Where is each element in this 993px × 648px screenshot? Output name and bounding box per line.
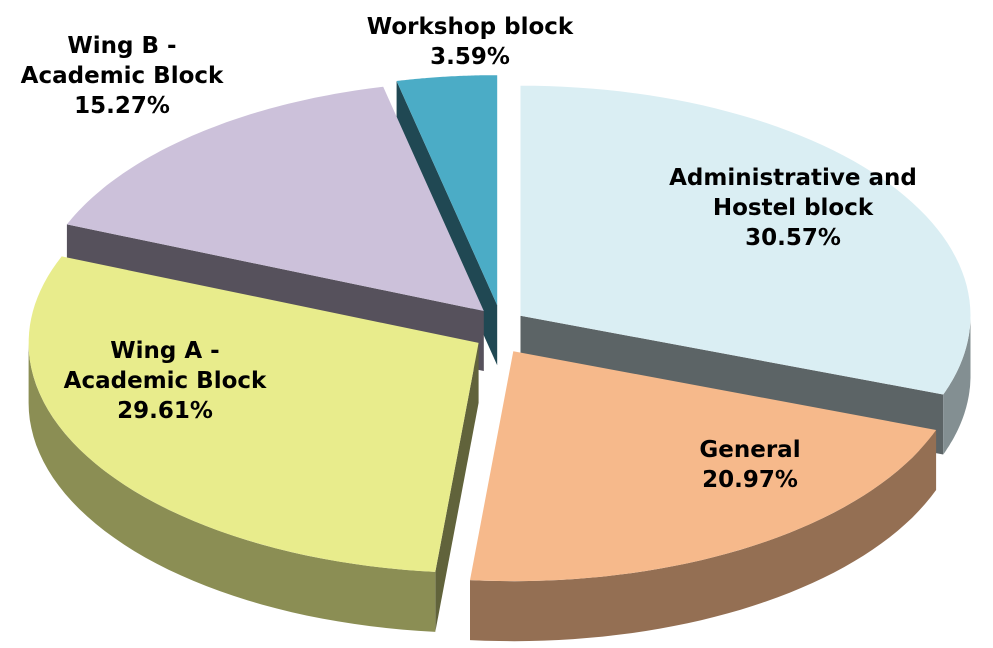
value-label: 3.59%	[430, 44, 510, 70]
category-label: Workshop block	[366, 14, 574, 40]
category-label: Administrative and Hostel block	[669, 165, 917, 221]
value-label: 20.97%	[702, 467, 798, 493]
slice-wall	[470, 430, 937, 642]
slice-top	[66, 86, 484, 311]
slice-wall	[943, 315, 971, 455]
category-label: Wing A - Academic Block	[63, 338, 267, 394]
slice-label: Wing B - Academic Block 15.27%	[7, 31, 237, 121]
slice-top	[28, 256, 479, 572]
slice-label: Wing A - Academic Block 29.61%	[50, 336, 280, 426]
value-label: 30.57%	[745, 225, 841, 251]
value-label: 15.27%	[74, 93, 170, 119]
slice-top	[470, 351, 937, 582]
slice-label: Administrative and Hostel block 30.57%	[668, 163, 918, 253]
slice-top	[396, 75, 498, 306]
pie-slice	[470, 351, 937, 642]
pie-slice	[28, 256, 479, 632]
value-label: 29.61%	[117, 398, 213, 424]
category-label: Wing B - Academic Block	[20, 33, 224, 89]
category-label: General	[699, 437, 801, 463]
slice-side	[435, 342, 479, 632]
slice-top	[520, 85, 971, 395]
slice-label: Workshop block 3.59%	[340, 12, 600, 72]
slice-label: General 20.97%	[650, 435, 850, 495]
slice-wall	[28, 342, 436, 632]
